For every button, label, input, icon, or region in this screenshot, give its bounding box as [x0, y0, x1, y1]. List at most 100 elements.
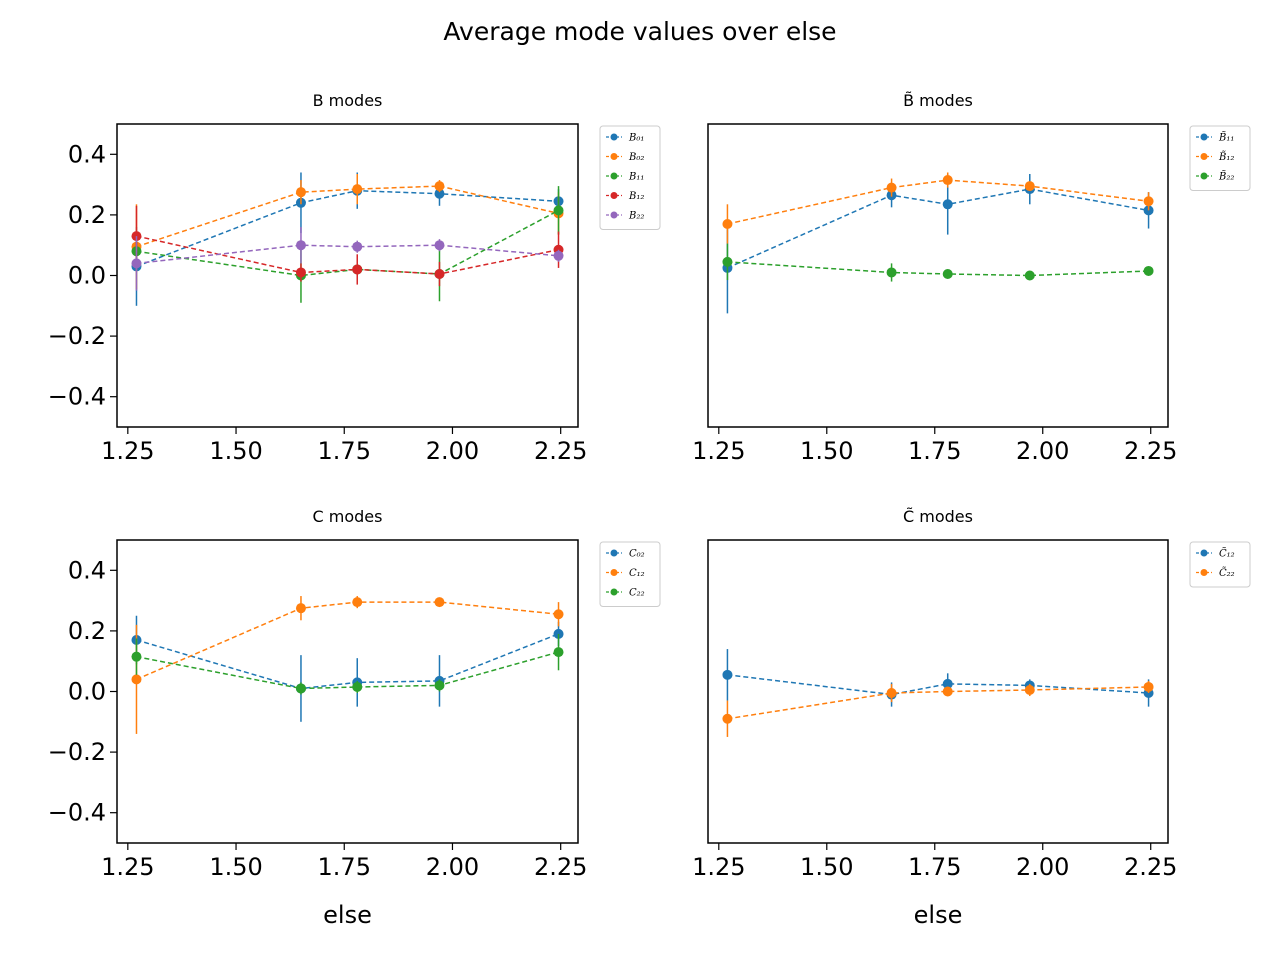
x-tick-label: 2.25	[534, 853, 587, 881]
x-tick-label: 2.25	[534, 437, 587, 465]
data-point	[352, 264, 363, 275]
data-point	[722, 256, 733, 267]
series-1	[131, 172, 564, 306]
series-2	[722, 680, 1154, 737]
data-point	[942, 199, 953, 210]
data-point	[295, 267, 306, 278]
legend-entry: B₀₁	[628, 133, 644, 144]
x-tick-label: 1.75	[318, 437, 371, 465]
data-point	[131, 258, 142, 269]
legend-marker	[610, 172, 618, 180]
legend-entry: C₁₂	[629, 568, 645, 579]
y-tick-label: 0.4	[68, 556, 106, 584]
data-point	[352, 681, 363, 692]
legend: C₀₂ C₁₂ C₂₂	[599, 541, 661, 607]
data-point	[942, 686, 953, 697]
data-point	[1024, 181, 1035, 192]
x-tick-label: 1.50	[800, 853, 853, 881]
series-line	[136, 651, 559, 690]
data-point	[553, 647, 564, 658]
series-3	[131, 186, 564, 303]
series-2	[131, 173, 564, 290]
series-2	[131, 596, 564, 734]
data-point	[886, 688, 897, 699]
legend-entry: B₂₂	[628, 211, 644, 222]
x-tick-label: 1.25	[101, 437, 154, 465]
legend-marker	[610, 211, 618, 219]
series-line	[727, 261, 1149, 277]
data-point	[1143, 196, 1154, 207]
legend: B̃₁₁ B̃₁₂ B̃₂₂	[1189, 125, 1251, 191]
data-point	[553, 205, 564, 216]
axes-frame	[707, 539, 1169, 844]
subplot-title: B̃ modes	[903, 91, 973, 110]
y-tick-label: −0.2	[48, 322, 106, 350]
data-point	[352, 241, 363, 252]
x-axis-label: else	[323, 901, 372, 929]
y-tick-label: 0.2	[68, 201, 106, 229]
data-point	[434, 680, 445, 691]
axes-frame	[116, 123, 579, 428]
legend-entry: B₁₂	[628, 191, 644, 202]
subplot-title: C modes	[313, 507, 383, 526]
series-5	[131, 227, 564, 291]
x-tick-label: 1.25	[101, 853, 154, 881]
legend-marker	[1200, 569, 1208, 576]
subplot-4: C̃ modes 1.25 1.50 1.75 2.00 2.25 else C̃₁₂ C̃₂₂	[692, 507, 1251, 929]
data-point	[295, 240, 306, 251]
data-point	[1024, 270, 1035, 281]
data-point	[942, 268, 953, 279]
data-point	[352, 597, 363, 608]
data-point	[434, 188, 445, 199]
x-tick-label: 1.75	[908, 437, 961, 465]
x-tick-label: 2.25	[1124, 437, 1177, 465]
figure-title: Average mode values over else	[443, 17, 836, 46]
legend-entry: B̃₂₂	[1218, 171, 1234, 183]
subplot-title: B modes	[313, 91, 383, 110]
series-line	[136, 601, 559, 681]
subplot-grid: B modes 1.25 1.50 1.75 2.00 2.25 0.4 0.2 0.0 −0.2…	[48, 91, 1251, 929]
legend-marker	[1200, 172, 1208, 180]
subplot-3: C modes 1.25 1.50 1.75 2.00 2.25 0.4 0.2 0.0 −0.2…	[48, 507, 661, 929]
legend-marker	[1200, 549, 1208, 557]
x-tick-label: 2.25	[1124, 853, 1177, 881]
y-tick-label: −0.2	[48, 738, 106, 766]
legend-marker	[610, 133, 618, 141]
data-point	[434, 597, 445, 608]
x-tick-label: 1.50	[800, 437, 853, 465]
legend-entry: C̃₁₂	[1219, 548, 1235, 560]
data-point	[434, 181, 445, 192]
data-point	[1143, 265, 1154, 276]
data-point	[722, 669, 733, 680]
data-point	[352, 184, 363, 195]
y-tick-label: 0.2	[68, 617, 106, 645]
y-tick-label: 0.0	[68, 678, 106, 706]
legend-marker	[1200, 153, 1208, 160]
legend-marker	[1200, 133, 1208, 141]
series-1	[722, 173, 1154, 314]
legend-entry: C₀₂	[629, 549, 645, 560]
series-2	[722, 172, 1154, 244]
legend-entry: C₂₂	[629, 588, 645, 599]
y-tick-label: 0.4	[68, 140, 106, 168]
subplot-title: C̃ modes	[903, 507, 973, 526]
series-line	[136, 209, 559, 277]
x-axis-label: else	[914, 901, 963, 929]
series-line	[727, 686, 1149, 720]
series-1	[722, 649, 1154, 707]
subplot-2: B̃ modes 1.25 1.50 1.75 2.00 2.25 B̃₁₁ B̃₁₂ B̃₂₂	[692, 91, 1251, 465]
x-tick-label: 1.50	[209, 437, 262, 465]
data-point	[1143, 681, 1154, 692]
data-point	[434, 240, 445, 251]
x-tick-label: 2.00	[1016, 437, 1069, 465]
x-tick-label: 1.75	[908, 853, 961, 881]
legend-entry: B₁₁	[628, 172, 644, 183]
legend-marker	[610, 569, 618, 576]
data-point	[295, 187, 306, 198]
data-point	[553, 250, 564, 261]
data-point	[942, 175, 953, 186]
legend-entry: B̃₁₂	[1218, 151, 1234, 163]
y-tick-label: 0.0	[68, 262, 106, 290]
x-tick-label: 1.25	[692, 853, 745, 881]
data-point	[295, 603, 306, 614]
